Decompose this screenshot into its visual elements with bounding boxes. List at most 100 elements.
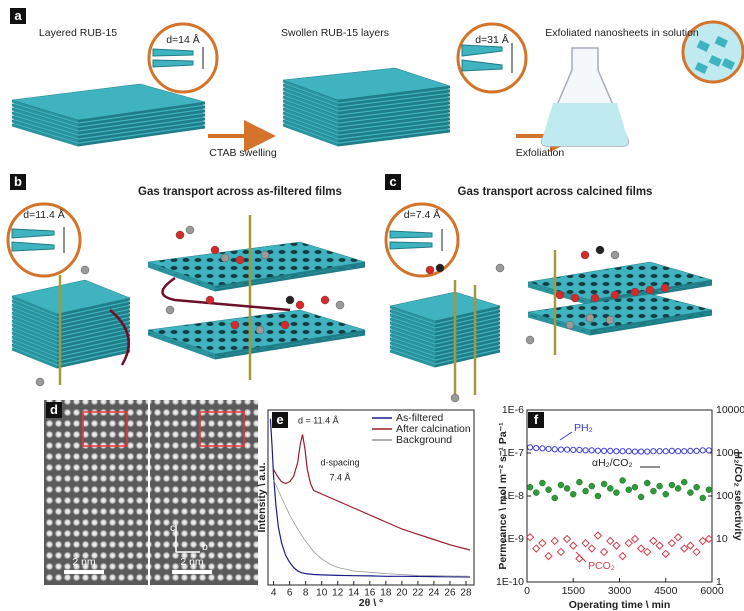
data-point — [706, 448, 711, 453]
x-tick-label: 10 — [316, 588, 328, 599]
data-point — [601, 448, 606, 453]
molecule — [281, 321, 289, 329]
molecule — [451, 394, 459, 402]
molecule — [556, 291, 564, 299]
molecule — [321, 296, 329, 304]
molecule — [336, 301, 344, 309]
data-point — [552, 447, 557, 452]
x-tick-label: 8 — [303, 588, 309, 599]
data-point — [632, 449, 637, 454]
data-point — [595, 448, 600, 453]
annotation: 7.4 Å — [329, 472, 350, 482]
y2-tick-label: 1 — [716, 576, 722, 588]
molecule — [591, 294, 599, 302]
data-point — [607, 485, 613, 491]
data-point — [570, 491, 576, 497]
scale-label: 2 nm — [72, 556, 96, 568]
y2-tick-label: 10 — [716, 533, 728, 545]
data-point — [552, 495, 558, 501]
data-point — [700, 495, 706, 501]
data-point — [687, 490, 693, 496]
data-point — [595, 493, 601, 499]
molecule — [426, 266, 434, 274]
x-tick-label: 24 — [428, 588, 440, 599]
data-point — [614, 449, 619, 454]
data-point — [583, 448, 588, 453]
data-point — [657, 483, 663, 489]
molecule — [606, 316, 614, 324]
data-point — [663, 491, 669, 497]
y2-tick-label: 100 — [716, 490, 734, 502]
data-point — [651, 449, 656, 454]
data-point — [657, 449, 662, 454]
data-point — [645, 449, 650, 454]
molecule — [496, 264, 504, 272]
stage-label: Exfoliated nanosheets in solution — [545, 27, 699, 39]
panel-title: Gas transport across calcined films — [458, 186, 653, 198]
molecule — [236, 256, 244, 264]
panel-title: Gas transport across as-filtered films — [138, 186, 342, 198]
x-tick-label: 28 — [460, 588, 472, 599]
panel-label: d — [50, 402, 58, 417]
panel-label: f — [534, 412, 539, 427]
data-point — [650, 488, 656, 494]
data-point — [675, 449, 680, 454]
molecule — [261, 251, 269, 259]
series-label: αH₂/CO₂ — [592, 457, 632, 469]
molecule — [526, 336, 534, 344]
x-tick-label: 20 — [396, 588, 408, 599]
data-point — [669, 448, 674, 453]
molecule — [611, 251, 619, 259]
data-point — [564, 447, 569, 452]
y2-tick-label: 10000 — [716, 404, 744, 416]
data-point — [564, 485, 570, 491]
data-point — [571, 447, 576, 452]
y-axis-title: Permeance \ mol m⁻² s⁻¹ Pa⁻¹ — [497, 422, 509, 570]
inset-label: d=11.4 Å — [23, 208, 65, 221]
data-point — [577, 447, 582, 452]
molecule — [436, 264, 444, 272]
molecule — [186, 226, 194, 234]
data-point — [546, 446, 551, 451]
molecule — [256, 326, 264, 334]
sheet — [148, 242, 365, 286]
data-point — [534, 446, 539, 451]
data-point — [589, 483, 595, 489]
inset-label: d=7.4 Å — [404, 208, 441, 221]
solution — [542, 103, 629, 146]
molecule — [166, 306, 174, 314]
x-tick-label: 4 — [271, 588, 277, 599]
scale-bar — [64, 570, 104, 574]
molecule — [571, 294, 579, 302]
inset-label: d=31 Å — [475, 33, 509, 46]
step-label: CTAB swelling — [209, 147, 277, 159]
figure: a Layered RUB-15 Swollen RUB-15 layers E… — [0, 0, 744, 611]
data-point — [638, 494, 644, 500]
scale-label: 2 nm — [180, 556, 204, 568]
molecule — [296, 301, 304, 309]
data-point — [682, 449, 687, 454]
molecule — [231, 321, 239, 329]
axis-name: b — [202, 541, 208, 553]
stage-label: Swollen RUB-15 layers — [281, 27, 389, 39]
data-point — [632, 484, 638, 490]
molecule — [36, 378, 44, 386]
molecule — [586, 314, 594, 322]
molecule — [596, 246, 604, 254]
molecule — [581, 251, 589, 259]
panel-label: a — [14, 8, 22, 23]
step-label: Exfoliation — [516, 147, 565, 159]
data-point — [608, 448, 613, 453]
y-tick-label: 1E-10 — [496, 576, 524, 588]
y2-axis-title: H₂/CO₂ selectivity — [732, 451, 744, 540]
molecule — [631, 288, 639, 296]
data-point — [583, 488, 589, 494]
panel-label: b — [14, 174, 22, 189]
x-tick-label: 3000 — [608, 585, 632, 597]
x-tick-label: 12 — [332, 588, 344, 599]
data-point — [539, 480, 545, 486]
data-point — [681, 479, 687, 485]
data-point — [601, 481, 607, 487]
x-axis-title: Operating time \ min — [569, 599, 671, 611]
x-tick-label: 4500 — [654, 585, 678, 597]
